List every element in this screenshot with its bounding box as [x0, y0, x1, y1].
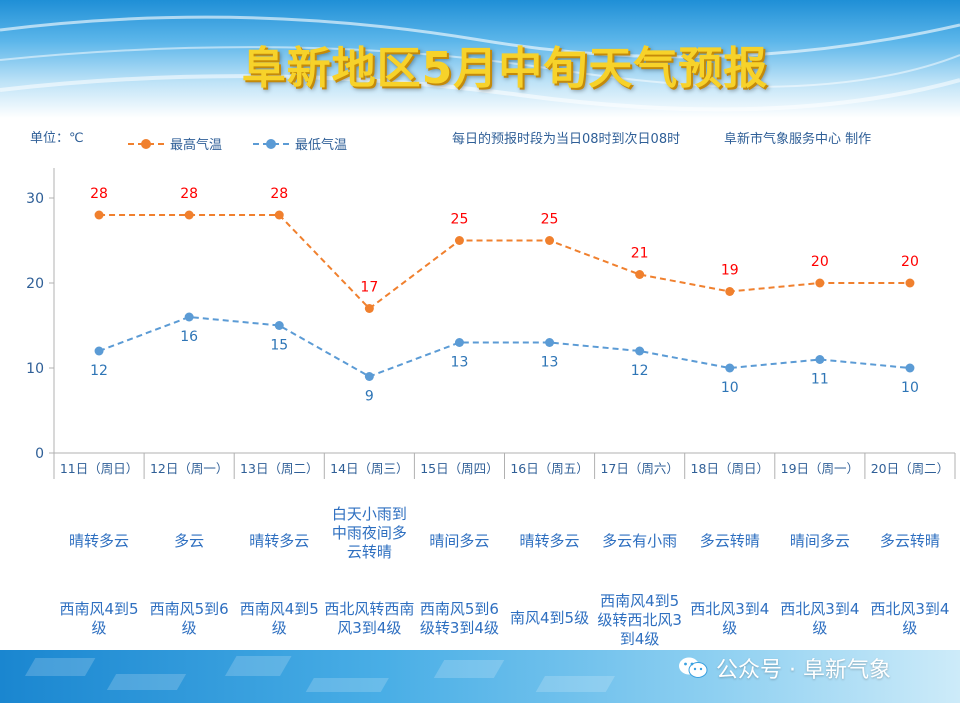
- legend-low-marker: [253, 137, 289, 151]
- banner-waves: [0, 15, 960, 112]
- legend-high-marker: [128, 137, 164, 151]
- low-temp-data-label: 16: [180, 329, 198, 345]
- low-temp-data-label: 13: [451, 355, 469, 371]
- high-temp-data-label: 28: [180, 186, 198, 202]
- low-temp-point: [635, 346, 645, 356]
- wind-cell: 西南风4到5级: [59, 600, 139, 637]
- high-temp-data-label: 28: [270, 186, 288, 202]
- weather-cell: 白天小雨到中雨夜间多云转晴: [331, 505, 407, 561]
- low-temp-point: [94, 346, 104, 356]
- wind-cell: 西北风3到4级: [690, 600, 770, 637]
- wind-cell: 西南风4到5级: [239, 600, 319, 637]
- low-temp-point: [905, 363, 915, 373]
- low-temp-point: [274, 321, 284, 330]
- low-temp-point: [364, 372, 374, 381]
- high-temp-point: [454, 236, 464, 245]
- low-temp-point: [815, 355, 825, 364]
- forecast-period-note: 每日的预报时段为当日08时到次日08时: [452, 132, 681, 147]
- high-temp-point: [545, 236, 555, 245]
- low-temp-point: [545, 338, 555, 347]
- wind-cell: 西北风3到4级: [780, 600, 860, 637]
- weather-cell: 晴间多云: [429, 532, 490, 550]
- high-temp-point: [815, 278, 825, 288]
- unit-label: 单位：℃: [30, 131, 84, 146]
- x-tick-label: 14日（周三）: [330, 461, 408, 476]
- low-temp-data-label: 9: [365, 389, 374, 405]
- high-temp-data-label: 19: [721, 263, 739, 279]
- header-banner: [0, 0, 960, 118]
- weather-cell: 多云: [174, 532, 205, 550]
- high-temp-data-label: 17: [360, 280, 378, 296]
- x-tick-label: 13日（周二）: [240, 461, 318, 476]
- low-temp-line: [98, 315, 911, 378]
- weather-cell: 晴转多云: [69, 532, 130, 550]
- y-tick-label: 30: [26, 191, 44, 207]
- x-tick-label: 17日（周六）: [600, 461, 678, 476]
- low-temp-data-label: 10: [901, 380, 919, 396]
- low-temp-data-label: 12: [90, 363, 108, 379]
- wind-cell: 西南风4到5级转西北风3到4级: [597, 592, 682, 648]
- footer-account: 公众号 · 阜新气象: [678, 652, 891, 684]
- low-temp-data-label: 11: [811, 372, 829, 388]
- low-temp-data-label: 13: [541, 355, 559, 371]
- legend-high-label: 最高气温: [170, 138, 223, 153]
- high-temp-point: [635, 270, 645, 279]
- high-temp-point: [94, 210, 104, 220]
- high-temp-data-label: 20: [811, 254, 829, 270]
- legend-high: 最高气温: [128, 134, 222, 153]
- legend-low: 最低气温: [253, 134, 347, 153]
- wind-cell: 西南风5到6级转3到4级: [419, 600, 499, 637]
- wechat-icon: [679, 657, 708, 678]
- y-tick-label: 0: [35, 446, 44, 462]
- x-tick-label: 19日（周一）: [781, 461, 859, 476]
- high-temp-point: [184, 210, 194, 220]
- temperature-chart: 0 10 20 30 11日（周日） 12日（周一） 13日（周二） 14日（周三） 15日（周…: [26, 168, 956, 479]
- legend-low-label: 最低气温: [295, 138, 348, 153]
- weather-cell: 多云转晴: [879, 532, 940, 550]
- high-temp-data-label: 25: [451, 212, 469, 228]
- high-temp-data-label: 25: [541, 212, 559, 228]
- x-tick-label: 11日（周日）: [60, 461, 138, 476]
- low-temp-point: [184, 312, 194, 322]
- x-tick-label: 16日（周五）: [510, 461, 588, 476]
- x-tick-label: 15日（周四）: [420, 461, 498, 476]
- high-temp-data-label: 20: [901, 254, 919, 270]
- weather-cell: 多云转晴: [699, 532, 760, 550]
- footer-banner: [0, 650, 960, 703]
- wind-cell: 西北风转西南风3到4级: [324, 600, 415, 637]
- y-tick-label: 20: [26, 276, 44, 292]
- high-temp-point: [274, 210, 284, 220]
- x-tick-label: 20日（周二）: [871, 461, 949, 476]
- weather-cell: 晴间多云: [789, 532, 850, 550]
- low-temp-data-label: 12: [631, 363, 649, 379]
- producer-label: 阜新市气象服务中心 制作: [724, 132, 872, 147]
- footer-account-text: 公众号 · 阜新气象: [716, 658, 891, 683]
- low-temp-data-label: 10: [721, 380, 739, 396]
- high-temp-line: [99, 214, 910, 310]
- wind-cell: 西南风5到6级: [149, 600, 229, 637]
- weather-cell: 多云有小雨: [602, 532, 678, 550]
- high-temp-point: [905, 278, 915, 288]
- weather-cell: 晴转多云: [519, 532, 580, 550]
- high-temp-data-label: 28: [90, 186, 108, 202]
- high-temp-point: [364, 304, 374, 313]
- y-tick-label: 10: [26, 361, 44, 377]
- high-temp-point: [725, 287, 735, 296]
- footer-pattern: [24, 656, 615, 692]
- low-temp-point: [725, 363, 735, 373]
- x-tick-label: 12日（周一）: [150, 461, 228, 476]
- low-temp-point: [454, 338, 464, 347]
- wind-cell: 南风4到5级: [510, 609, 590, 627]
- low-temp-data-label: 15: [270, 338, 288, 354]
- page-title: 阜新地区5月中旬天气预报: [241, 43, 769, 94]
- wind-cell: 西北风3到4级: [870, 600, 950, 637]
- high-temp-data-label: 21: [631, 246, 649, 262]
- x-tick-label: 18日（周日）: [691, 461, 769, 476]
- weather-cell: 晴转多云: [249, 532, 310, 550]
